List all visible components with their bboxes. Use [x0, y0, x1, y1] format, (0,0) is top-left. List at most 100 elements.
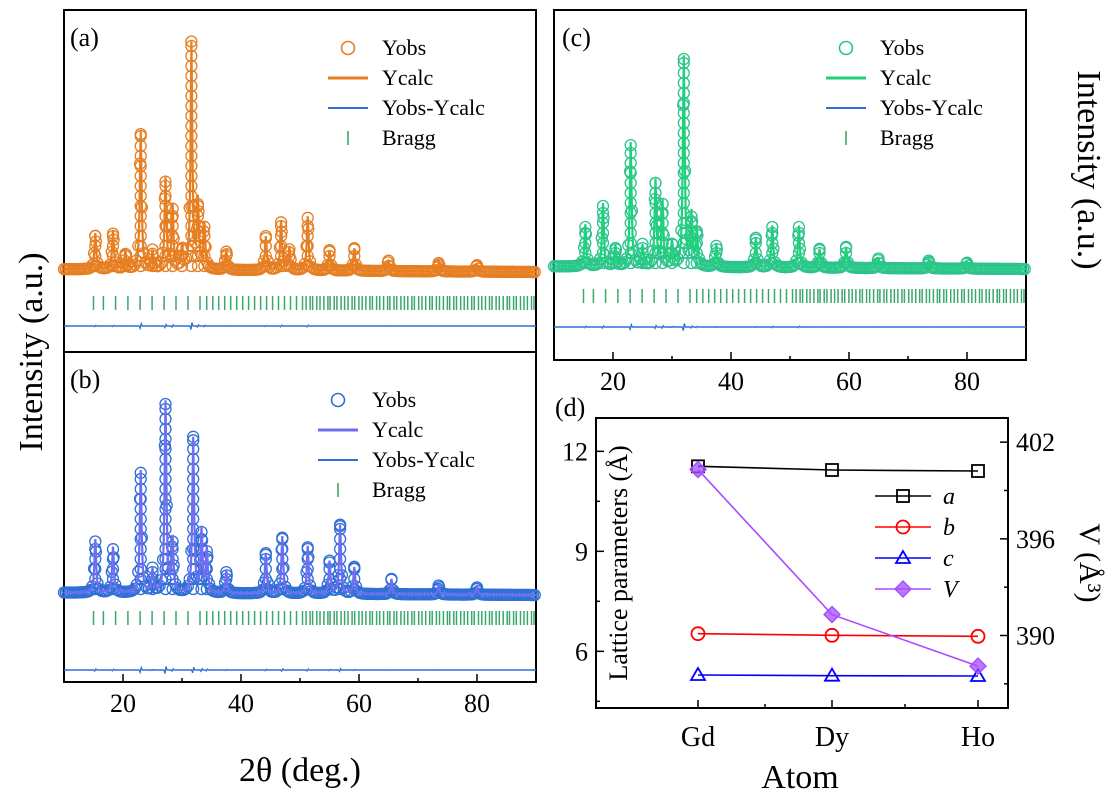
- yobs-peak-top: [432, 579, 445, 592]
- yobs-peak-point: [200, 572, 213, 586]
- yobs-peak-point: [710, 256, 723, 270]
- legend-label: Bragg: [880, 125, 934, 150]
- yobs-peak-point: [166, 259, 179, 273]
- yobs-peak-point: [677, 216, 690, 230]
- marker-c: [823, 666, 841, 682]
- x-tick-label: 60: [836, 367, 862, 396]
- yobs-peak-top: [922, 254, 935, 267]
- yobs-peak-point: [579, 246, 592, 260]
- yobs-peak-point: [624, 226, 637, 240]
- yobs-peak-point: [106, 582, 120, 596]
- legend-label: Yobs: [372, 387, 416, 412]
- legend-yobs-marker: [838, 40, 854, 56]
- yobs-peak-point: [89, 582, 102, 596]
- legend-label: Yobs-Ycalc: [372, 447, 475, 472]
- y2-tick-label: 390: [1016, 622, 1055, 651]
- y-tick-label: 9: [575, 537, 588, 566]
- yobs-peak-point: [134, 552, 147, 566]
- yobs-peak-point: [259, 582, 272, 596]
- yobs-peak-point: [624, 216, 637, 230]
- panel-b-legend: Yobs Ycalc Yobs-Ycalc Bragg: [318, 387, 475, 502]
- panel-a-plot: [57, 35, 541, 331]
- yobs-peak-point: [301, 259, 314, 273]
- yobs-peak-point: [185, 169, 198, 183]
- yobs-peak-point: [187, 562, 200, 576]
- yobs-peak-point: [685, 246, 698, 260]
- panel-b-frame: [63, 351, 537, 683]
- legend-b-label: b: [943, 515, 955, 541]
- panel-d-ylabel: Lattice parameters (Å): [604, 445, 633, 680]
- yobs-peak-point: [432, 582, 445, 596]
- yobs-peak-point: [283, 259, 296, 273]
- yobs-peak-point: [596, 246, 610, 260]
- x-tick-label: 20: [110, 689, 136, 718]
- legend-label: Bragg: [372, 477, 426, 502]
- marker-b: [970, 628, 986, 644]
- yobs-peak-point: [195, 582, 208, 596]
- yobs-peak-point: [166, 249, 179, 263]
- yobs-peak-point: [596, 236, 610, 250]
- panel-a-frame: [63, 9, 537, 353]
- legend-label: Yobs: [382, 35, 426, 60]
- yobs-peak-point: [89, 259, 102, 273]
- legend-label: Yobs-Ycalc: [880, 95, 983, 120]
- yobs-peak-point: [677, 186, 690, 200]
- yobs-peak-point: [323, 259, 336, 273]
- yobs-point: [643, 256, 656, 269]
- ycalc-line: [64, 400, 536, 597]
- yobs-peak-point: [301, 582, 314, 596]
- x-tick-label: 20: [600, 367, 626, 396]
- yobs-peak-point: [134, 542, 147, 556]
- yobs-peak-point: [191, 249, 205, 263]
- panel-b-plot: [57, 397, 541, 675]
- yobs-peak-point: [220, 582, 233, 596]
- legend-label: Ycalc: [372, 417, 424, 442]
- legend-label: Bragg: [382, 125, 436, 150]
- yobs-peak-point: [276, 582, 289, 596]
- legend-label: Yobs-Ycalc: [382, 95, 485, 120]
- panel-c-label: (c): [562, 23, 591, 52]
- panel-b-label: (b): [70, 365, 100, 394]
- yobs-peak-point: [333, 572, 347, 586]
- legend-c-label: c: [943, 546, 954, 572]
- panel-c-frame: [553, 9, 1027, 361]
- yobs-peak-point: [187, 532, 200, 546]
- yobs-peak-point: [333, 562, 347, 576]
- legend-label: Ycalc: [880, 65, 932, 90]
- yobs-peak-top: [146, 247, 159, 261]
- diff-line: [64, 321, 536, 331]
- marker-a: [971, 464, 985, 478]
- yobs-peak-point: [159, 512, 172, 526]
- yobs-peak-top: [872, 252, 885, 265]
- series-b-line: [697, 632, 979, 638]
- yobs-peak-point: [187, 512, 200, 526]
- yobs-peak-point: [624, 236, 637, 250]
- yobs-peak-point: [348, 582, 361, 596]
- yobs-peak-point: [159, 532, 172, 546]
- yobs-peak-point: [348, 259, 361, 273]
- yobs-peak-top: [432, 256, 445, 270]
- yobs-peak-point: [690, 256, 703, 270]
- yobs-peak-point: [766, 256, 779, 270]
- yobs-peak-point: [159, 522, 172, 536]
- yobs-peak-point: [813, 246, 826, 260]
- yobs-point: [645, 253, 658, 267]
- panel-b-xlabel: 2θ (deg.): [239, 752, 361, 789]
- panel-b-x-ticks: 20 40 60 80: [63, 674, 537, 718]
- ycalc-line: [554, 55, 1026, 271]
- yobs-peak-point: [656, 246, 669, 260]
- panel-d-y2label: V (Å³): [1073, 523, 1106, 602]
- yobs-peak-top: [470, 581, 484, 594]
- yobs-peak-point: [134, 259, 147, 273]
- series-c-line: [697, 674, 979, 677]
- yobs-peak-point: [677, 206, 690, 220]
- marker-a: [825, 463, 839, 477]
- marker-c: [969, 667, 987, 682]
- yobs-peak-point: [187, 552, 200, 566]
- yobs-peak-point: [624, 246, 637, 260]
- yobs-peak-point: [274, 249, 288, 263]
- panel-a-label: (a): [70, 23, 99, 52]
- yobs-peak-point: [649, 246, 662, 260]
